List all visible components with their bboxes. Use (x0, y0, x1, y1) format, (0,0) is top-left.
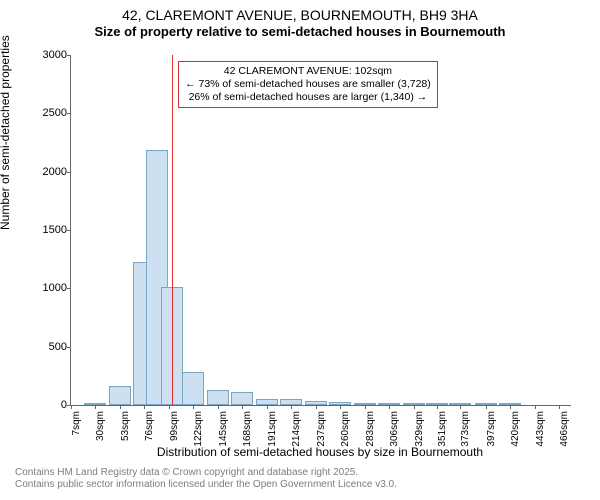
footer-line1: Contains HM Land Registry data © Crown c… (15, 467, 397, 479)
x-tick-label: 145sqm (218, 411, 229, 471)
histogram-bar (84, 403, 106, 405)
x-tick-mark (218, 405, 219, 409)
x-tick-mark (510, 405, 511, 409)
x-tick-mark (340, 405, 341, 409)
y-tick-mark (67, 55, 71, 56)
y-tick-label: 2500 (27, 107, 67, 119)
x-tick-mark (316, 405, 317, 409)
annotation-line: 42 CLAREMONT AVENUE: 102sqm (185, 65, 431, 78)
histogram-bar (499, 403, 521, 405)
x-tick-label: 466sqm (559, 411, 570, 471)
histogram-bar (231, 392, 253, 405)
histogram-bar (182, 372, 204, 405)
histogram-bar (449, 403, 471, 405)
y-tick-label: 0 (27, 399, 67, 411)
histogram-bar (354, 403, 376, 405)
property-marker-line (172, 55, 173, 405)
x-tick-label: 214sqm (291, 411, 302, 471)
x-tick-mark (169, 405, 170, 409)
y-tick-mark (67, 230, 71, 231)
chart-container: 42, CLAREMONT AVENUE, BOURNEMOUTH, BH9 3… (0, 0, 600, 500)
x-tick-mark (535, 405, 536, 409)
x-tick-label: 53sqm (120, 411, 131, 471)
y-axis-label: Number of semi-detached properties (0, 35, 12, 230)
x-tick-mark (559, 405, 560, 409)
histogram-bar (426, 403, 448, 405)
footer-line2: Contains public sector information licen… (15, 479, 397, 491)
x-tick-mark (71, 405, 72, 409)
x-tick-label: 283sqm (365, 411, 376, 471)
y-tick-label: 500 (27, 341, 67, 353)
x-tick-mark (193, 405, 194, 409)
x-tick-label: 30sqm (95, 411, 106, 471)
y-tick-label: 2000 (27, 166, 67, 178)
y-tick-mark (67, 113, 71, 114)
y-tick-label: 1500 (27, 224, 67, 236)
footer-attribution: Contains HM Land Registry data © Crown c… (15, 467, 397, 491)
histogram-bar (329, 402, 351, 405)
x-tick-mark (414, 405, 415, 409)
chart-subtitle: Size of property relative to semi-detach… (0, 23, 600, 39)
x-tick-label: 99sqm (169, 411, 180, 471)
x-tick-mark (267, 405, 268, 409)
x-tick-label: 260sqm (340, 411, 351, 471)
chart-title: 42, CLAREMONT AVENUE, BOURNEMOUTH, BH9 3… (0, 0, 600, 23)
x-tick-label: 76sqm (144, 411, 155, 471)
y-tick-label: 3000 (27, 49, 67, 61)
histogram-bar (475, 403, 497, 405)
annotation-box: 42 CLAREMONT AVENUE: 102sqm← 73% of semi… (178, 61, 438, 108)
x-tick-label: 443sqm (535, 411, 546, 471)
x-tick-mark (242, 405, 243, 409)
y-tick-mark (67, 288, 71, 289)
x-tick-mark (120, 405, 121, 409)
x-tick-mark (144, 405, 145, 409)
histogram-bar (305, 401, 327, 405)
x-tick-label: 351sqm (437, 411, 448, 471)
x-tick-label: 122sqm (193, 411, 204, 471)
y-tick-mark (67, 347, 71, 348)
histogram-bar (207, 390, 229, 405)
histogram-bar (109, 386, 131, 405)
x-tick-label: 237sqm (316, 411, 327, 471)
histogram-bar (378, 403, 400, 405)
x-tick-mark (95, 405, 96, 409)
x-tick-label: 7sqm (71, 411, 82, 471)
x-tick-mark (486, 405, 487, 409)
histogram-bar (280, 399, 302, 405)
y-tick-label: 1000 (27, 282, 67, 294)
x-tick-label: 191sqm (267, 411, 278, 471)
x-tick-label: 397sqm (486, 411, 497, 471)
x-tick-mark (291, 405, 292, 409)
x-tick-label: 329sqm (414, 411, 425, 471)
x-axis-label: Distribution of semi-detached houses by … (70, 445, 570, 459)
plot-area: 0500100015002000250030007sqm30sqm53sqm76… (70, 55, 571, 406)
x-tick-label: 373sqm (460, 411, 471, 471)
annotation-line: ← 73% of semi-detached houses are smalle… (185, 78, 431, 91)
x-tick-mark (437, 405, 438, 409)
x-tick-mark (365, 405, 366, 409)
annotation-line: 26% of semi-detached houses are larger (… (185, 91, 431, 104)
x-tick-label: 168sqm (242, 411, 253, 471)
x-tick-mark (389, 405, 390, 409)
x-tick-mark (460, 405, 461, 409)
x-tick-label: 306sqm (389, 411, 400, 471)
histogram-bar (403, 403, 425, 405)
histogram-bar (256, 399, 278, 405)
y-tick-mark (67, 172, 71, 173)
x-tick-label: 420sqm (510, 411, 521, 471)
